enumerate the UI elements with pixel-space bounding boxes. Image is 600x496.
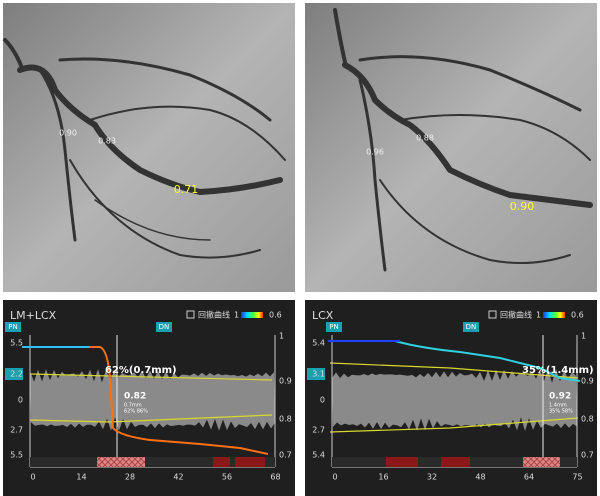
legend-label: 回撤曲线 <box>500 310 532 320</box>
stenosis-label: 62%(0.7mm) <box>105 365 177 376</box>
stats-label: 35% 58% <box>549 409 573 415</box>
vessel-band <box>332 369 577 431</box>
marker-box <box>463 322 479 332</box>
legend-max: 1 <box>234 311 239 320</box>
qfr-value: 0.92 <box>549 392 571 402</box>
vessels <box>333 8 593 272</box>
right-axis-label: 0.8 <box>279 415 292 424</box>
right-axis-label: 0.9 <box>581 377 594 386</box>
qfr-panel: LM+LCX 回撤曲线 1 0.6 PN DN 5.5 2.2 0 2.7 5.5 1 0.9 0.8 0.… <box>3 300 295 496</box>
panel-title: LCX <box>312 309 334 322</box>
marker-label: DN <box>466 323 477 331</box>
lower-ref <box>329 417 579 433</box>
left-axis-label: 0 <box>320 396 325 405</box>
x-axis-label: 64 <box>524 473 534 482</box>
x-axis-label: 32 <box>427 473 437 482</box>
checkbox <box>488 310 497 319</box>
highlight-box <box>5 368 23 380</box>
segment-label: 0.96 <box>366 148 384 157</box>
angiogram-left <box>3 3 295 292</box>
vessels <box>3 38 286 259</box>
left-axis-label: 2.7 <box>312 426 325 435</box>
legend-min: 0.6 <box>571 311 584 320</box>
right-axis-label: 0.9 <box>279 377 292 386</box>
marker-label: DN <box>159 323 170 331</box>
right-axis-label: 1 <box>581 332 586 341</box>
marker-label: PN <box>329 323 338 331</box>
qfr-panel: LCX 回撤曲线 1 0.6 PN DN 5.4 3.1 0 2.7 5.4 1 0.9 0.8 0.7 0 1… <box>305 300 597 496</box>
left-axis-label: 5.4 <box>312 339 325 348</box>
right-axis-label: 0.7 <box>279 451 292 460</box>
diameter-label: 1.4mm <box>549 403 567 409</box>
colorbar <box>543 312 565 318</box>
left-axis-label: 5.4 <box>312 451 325 460</box>
legend-label: 回撤曲线 <box>198 310 230 320</box>
x-axis-label: 16 <box>378 473 388 482</box>
x-axis-label: 56 <box>222 473 232 482</box>
x-axis-label: 42 <box>173 473 183 482</box>
lower-ref <box>29 414 273 423</box>
angio-image <box>305 3 597 292</box>
marker-box <box>5 322 21 332</box>
left-axis-label: 2.2 <box>10 370 23 379</box>
x-axis-label: 68 <box>270 473 280 482</box>
left-axis-label: 5.5 <box>10 339 23 348</box>
segment-label: 0.71 <box>174 183 199 196</box>
x-axis-label: 28 <box>125 473 135 482</box>
marker-box <box>156 322 172 332</box>
segment <box>235 457 265 467</box>
segment <box>441 457 470 467</box>
marker-box <box>326 322 342 332</box>
angio-image <box>3 3 295 292</box>
x-axis-label: 48 <box>475 473 485 482</box>
segment-label: 0.90 <box>59 129 77 138</box>
angiogram-right <box>305 3 597 292</box>
upper-ref <box>329 362 579 379</box>
x-axis-label: 0 <box>332 473 337 482</box>
left-axis-label: 3.1 <box>312 370 325 379</box>
segment-label: 0.90 <box>510 200 535 213</box>
x-axis-label: 75 <box>572 473 582 482</box>
colorbar <box>241 312 263 318</box>
panel-title: LM+LCX <box>10 309 57 322</box>
segment-bar-bg <box>30 457 275 467</box>
segment <box>386 457 418 467</box>
lesion-segment <box>523 457 560 467</box>
x-axis-label: 14 <box>76 473 86 482</box>
checkbox <box>186 310 195 319</box>
left-axis-label: 2.7 <box>10 426 23 435</box>
marker-label: PN <box>8 323 17 331</box>
legend-max: 1 <box>536 311 541 320</box>
right-axis-label: 1 <box>279 332 284 341</box>
diameter-label: 0.7mm <box>124 403 142 409</box>
segment <box>213 457 230 467</box>
left-axis-label: 5.5 <box>10 451 23 460</box>
vessel-band <box>30 369 275 431</box>
qfr-value: 0.82 <box>124 392 146 402</box>
right-axis-label: 0.8 <box>581 415 594 424</box>
legend-min: 0.6 <box>269 311 282 320</box>
highlight-box <box>307 368 325 380</box>
stats-label: 62% 86% <box>124 409 148 415</box>
lesion-segment <box>97 457 145 467</box>
segment-label: 0.88 <box>416 134 434 143</box>
x-axis-label: 0 <box>30 473 35 482</box>
segment-label: 0.83 <box>98 137 116 146</box>
left-axis-label: 0 <box>18 396 23 405</box>
qfr-curve <box>328 340 581 382</box>
stenosis-label: 35%(1.4mm) <box>522 365 594 376</box>
qfr-curve <box>22 346 269 455</box>
right-axis-label: 0.7 <box>581 451 594 460</box>
